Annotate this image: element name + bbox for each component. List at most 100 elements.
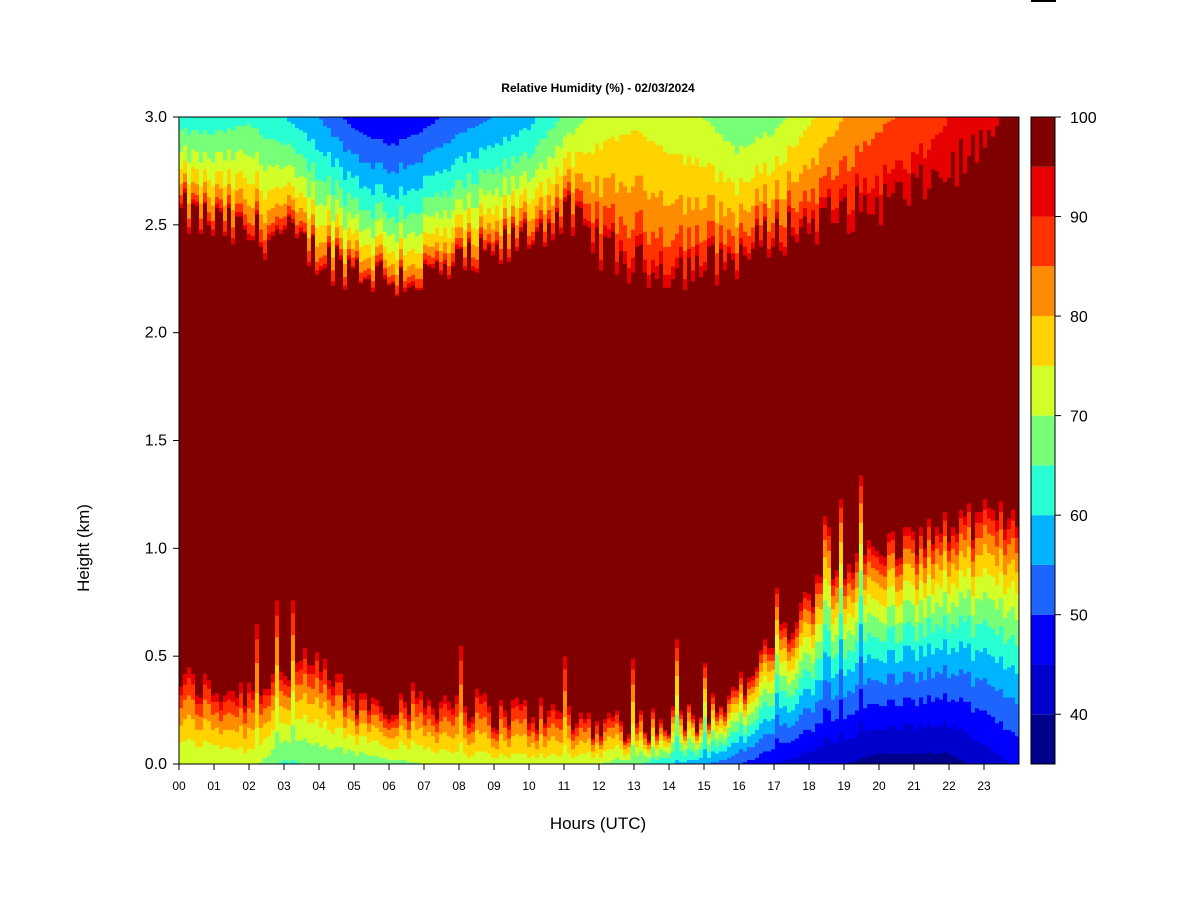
heatmap-cell xyxy=(463,712,468,726)
heatmap-cell xyxy=(851,714,856,739)
heatmap-cell xyxy=(415,729,420,745)
heatmap-cell xyxy=(311,664,316,674)
heatmap-cell xyxy=(359,231,364,247)
heatmap-cell xyxy=(303,714,308,739)
heatmap-cell xyxy=(855,587,860,603)
heatmap-cell xyxy=(879,641,884,661)
heatmap-cell xyxy=(223,160,228,187)
heatmap-cell xyxy=(915,177,920,556)
heatmap-cell xyxy=(219,170,224,189)
heatmap-cell xyxy=(971,561,976,577)
heatmap-cell xyxy=(343,263,348,277)
heatmap-cell xyxy=(495,757,500,765)
heatmap-column xyxy=(719,117,724,765)
heatmap-cell xyxy=(847,761,852,765)
heatmap-cell xyxy=(775,587,780,595)
heatmap-cell xyxy=(639,175,644,211)
heatmap-cell xyxy=(655,748,660,756)
heatmap-cell xyxy=(663,735,668,741)
heatmap-cell xyxy=(719,718,724,728)
heatmap-cell xyxy=(219,748,224,765)
heatmap-cell xyxy=(503,207,508,219)
heatmap-cell xyxy=(515,136,520,163)
heatmap-cell xyxy=(875,556,880,571)
heatmap-cell xyxy=(443,142,448,170)
heatmap-cell xyxy=(651,727,656,737)
heatmap-cell xyxy=(291,218,296,224)
heatmap-cell xyxy=(383,735,388,748)
heatmap-cell xyxy=(271,673,276,683)
heatmap-cell xyxy=(319,117,324,120)
heatmap-cell xyxy=(543,117,548,139)
heatmap-cell xyxy=(867,677,872,705)
colorbar-swatch xyxy=(1031,664,1055,715)
heatmap-cell xyxy=(823,707,828,739)
heatmap-cell xyxy=(375,255,380,262)
heatmap-cell xyxy=(891,604,896,627)
heatmap-cell xyxy=(315,270,320,275)
heatmap-cell xyxy=(795,242,800,623)
heatmap-cell xyxy=(187,203,192,219)
heatmap-cell xyxy=(687,748,692,761)
heatmap-cell xyxy=(767,660,772,672)
heatmap-cell xyxy=(471,755,476,765)
heatmap-cell xyxy=(735,278,740,689)
heatmap-cell xyxy=(311,162,316,183)
heatmap-cell xyxy=(311,723,316,745)
heatmap-cell xyxy=(451,226,456,243)
heatmap-cell xyxy=(739,671,744,679)
heatmap-cell xyxy=(403,287,408,293)
heatmap-cell xyxy=(335,237,340,245)
heatmap-cell xyxy=(1015,537,1020,554)
heatmap-cell xyxy=(715,712,720,717)
heatmap-cell xyxy=(891,552,896,569)
heatmap-cell xyxy=(911,173,916,532)
heatmap-cell xyxy=(383,727,388,737)
heatmap-cell xyxy=(499,718,504,735)
heatmap-cell xyxy=(519,175,524,196)
heatmap-cell xyxy=(427,699,432,707)
heatmap-cell xyxy=(743,716,748,726)
heatmap-cell xyxy=(367,714,372,724)
heatmap-cell xyxy=(507,216,512,234)
heatmap-cell xyxy=(303,132,308,159)
heatmap-cell xyxy=(835,694,840,720)
heatmap-cell xyxy=(855,641,860,664)
heatmap-cell xyxy=(995,584,1000,610)
heatmap-cell xyxy=(831,222,836,579)
heatmap-column xyxy=(683,117,688,765)
heatmap-cell xyxy=(487,725,492,739)
heatmap-cell xyxy=(943,638,948,666)
heatmap-column xyxy=(983,117,988,765)
heatmap-cell xyxy=(279,742,284,763)
heatmap-cell xyxy=(403,291,408,702)
heatmap-cell xyxy=(187,134,192,163)
heatmap-cell xyxy=(299,699,304,720)
heatmap-cell xyxy=(311,688,316,705)
heatmap-cell xyxy=(463,188,468,211)
heatmap-cell xyxy=(307,237,312,252)
heatmap-cell xyxy=(183,127,188,146)
heatmap-cell xyxy=(727,718,732,728)
heatmap-cell xyxy=(451,117,456,139)
heatmap-cell xyxy=(819,679,824,700)
heatmap-cell xyxy=(363,259,368,271)
heatmap-cell xyxy=(827,606,832,631)
heatmap-cell xyxy=(803,751,808,765)
heatmap-cell xyxy=(647,274,652,288)
heatmap-cell xyxy=(631,129,636,187)
heatmap-cell xyxy=(743,255,748,696)
heatmap-cell xyxy=(271,222,276,232)
heatmap-column xyxy=(891,117,896,765)
heatmap-cell xyxy=(503,224,508,230)
heatmap-cell xyxy=(403,194,408,219)
heatmap-cell xyxy=(603,205,608,226)
heatmap-cell xyxy=(567,168,572,183)
heatmap-cell xyxy=(767,248,772,258)
heatmap-cell xyxy=(783,705,788,724)
heatmap-cell xyxy=(647,744,652,750)
heatmap-cell xyxy=(931,677,936,702)
heatmap-cell xyxy=(739,237,744,245)
heatmap-cell xyxy=(387,173,392,198)
heatmap-cell xyxy=(591,738,596,741)
